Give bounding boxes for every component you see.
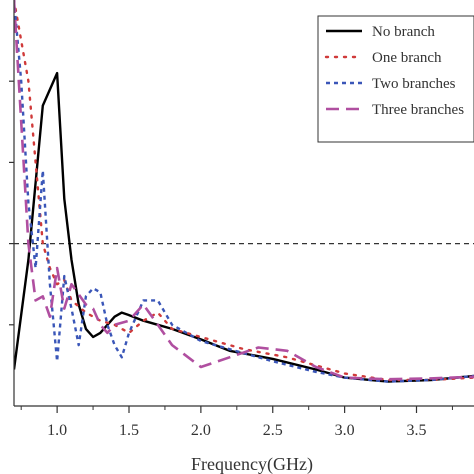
x-tick-label: 2.0 <box>191 422 211 439</box>
x-tick-label: 1.0 <box>47 422 67 439</box>
series-line-3 <box>14 0 474 383</box>
x-tick-label: 3.0 <box>335 422 355 439</box>
x-tick-label: 3.5 <box>407 422 427 439</box>
x-tick-label: 2.5 <box>263 422 283 439</box>
x-tick-label: 1.5 <box>119 422 139 439</box>
series-line-1 <box>14 71 474 383</box>
x-axis-title: Frequency(GHz) <box>191 454 313 474</box>
series-layer <box>14 0 474 383</box>
legend: No branch One branch Two branches Three bra… <box>317 15 474 143</box>
legend-label-2: One branch <box>372 50 442 66</box>
legend-label-4: Three branches <box>372 102 464 118</box>
legend-box <box>317 15 474 143</box>
legend-label-1: No branch <box>372 24 435 40</box>
x-tick-labels: 1.0 1.5 2.0 2.5 3.0 3.5 <box>47 422 426 439</box>
axis-layer <box>9 0 474 413</box>
legend-label-3: Two branches <box>372 76 456 92</box>
